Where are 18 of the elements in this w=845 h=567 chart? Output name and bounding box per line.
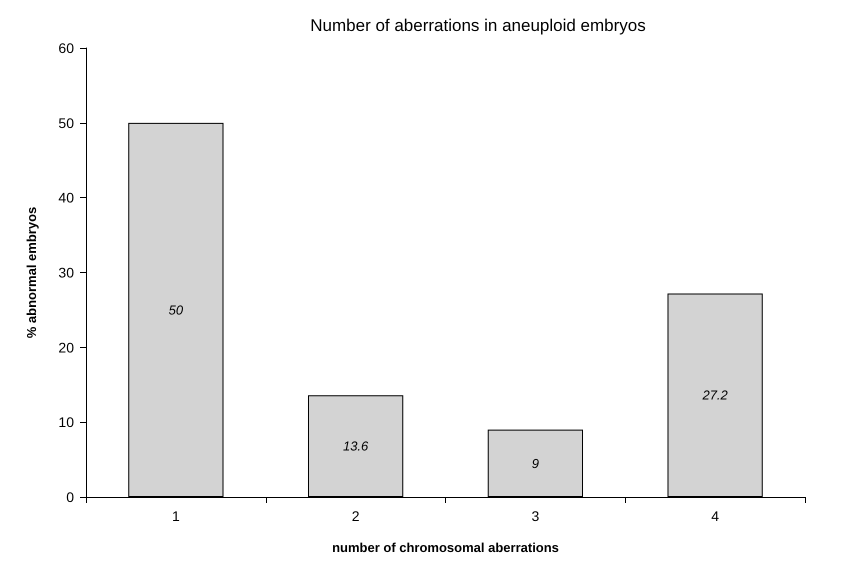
chart-title: Number of aberrations in aneuploid embryos bbox=[310, 16, 646, 35]
y-tick-label: 0 bbox=[66, 489, 74, 505]
data-label: 50 bbox=[168, 302, 184, 318]
data-label: 9 bbox=[532, 456, 539, 471]
data-label: 27.2 bbox=[701, 388, 729, 403]
x-tick-label: 3 bbox=[531, 508, 540, 524]
data-label: 13.6 bbox=[342, 438, 370, 454]
y-axis-title: % abnormal embryos bbox=[24, 206, 39, 338]
y-tick-label: 50 bbox=[58, 114, 74, 131]
y-tick-label: 60 bbox=[58, 40, 74, 56]
y-tick-label: 40 bbox=[58, 190, 74, 206]
y-tick-label: 10 bbox=[58, 414, 74, 430]
x-axis-title: number of chromosomal aberrations bbox=[332, 540, 559, 555]
x-tick-label: 1 bbox=[172, 508, 180, 524]
y-tick-label: 30 bbox=[58, 264, 74, 280]
x-tick-label: 2 bbox=[352, 508, 360, 524]
x-tick-label: 4 bbox=[711, 508, 720, 524]
y-tick-label: 20 bbox=[58, 339, 74, 356]
